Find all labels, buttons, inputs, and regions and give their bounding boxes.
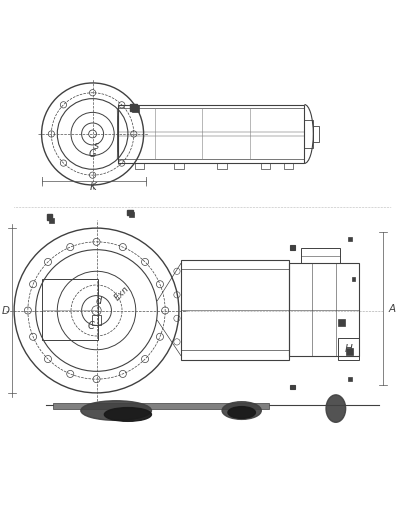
Bar — [118, 104, 304, 163]
Bar — [42, 279, 98, 340]
Bar — [260, 163, 270, 169]
Bar — [290, 385, 295, 389]
Bar — [130, 104, 137, 111]
Bar — [132, 105, 139, 112]
Text: K: K — [89, 182, 96, 192]
Bar — [49, 218, 54, 223]
Bar — [47, 214, 52, 220]
Bar — [53, 403, 269, 408]
Bar — [348, 237, 352, 241]
Text: A: A — [389, 304, 396, 313]
Text: C: C — [87, 321, 94, 331]
Bar — [174, 163, 184, 169]
Text: s: s — [94, 141, 99, 151]
Text: G: G — [89, 148, 96, 159]
Bar — [284, 163, 294, 169]
Bar — [338, 319, 345, 326]
Text: H: H — [345, 344, 352, 354]
Bar — [289, 264, 359, 356]
Bar — [130, 212, 134, 217]
Bar — [300, 248, 340, 264]
Ellipse shape — [104, 407, 152, 421]
Text: Exn: Exn — [113, 284, 131, 302]
Ellipse shape — [228, 406, 256, 418]
Bar — [352, 277, 356, 281]
Bar — [92, 316, 101, 325]
Bar — [346, 348, 353, 355]
Bar — [290, 245, 295, 250]
Ellipse shape — [81, 401, 152, 420]
Bar — [135, 163, 144, 169]
Text: D: D — [2, 306, 10, 316]
Bar — [348, 377, 352, 381]
Ellipse shape — [222, 402, 261, 419]
Ellipse shape — [326, 395, 346, 422]
Bar — [181, 260, 289, 360]
Bar — [338, 338, 359, 360]
Bar — [217, 163, 227, 169]
Bar — [313, 126, 319, 142]
Bar — [127, 210, 133, 215]
Bar — [304, 120, 313, 148]
Text: d: d — [95, 296, 102, 306]
